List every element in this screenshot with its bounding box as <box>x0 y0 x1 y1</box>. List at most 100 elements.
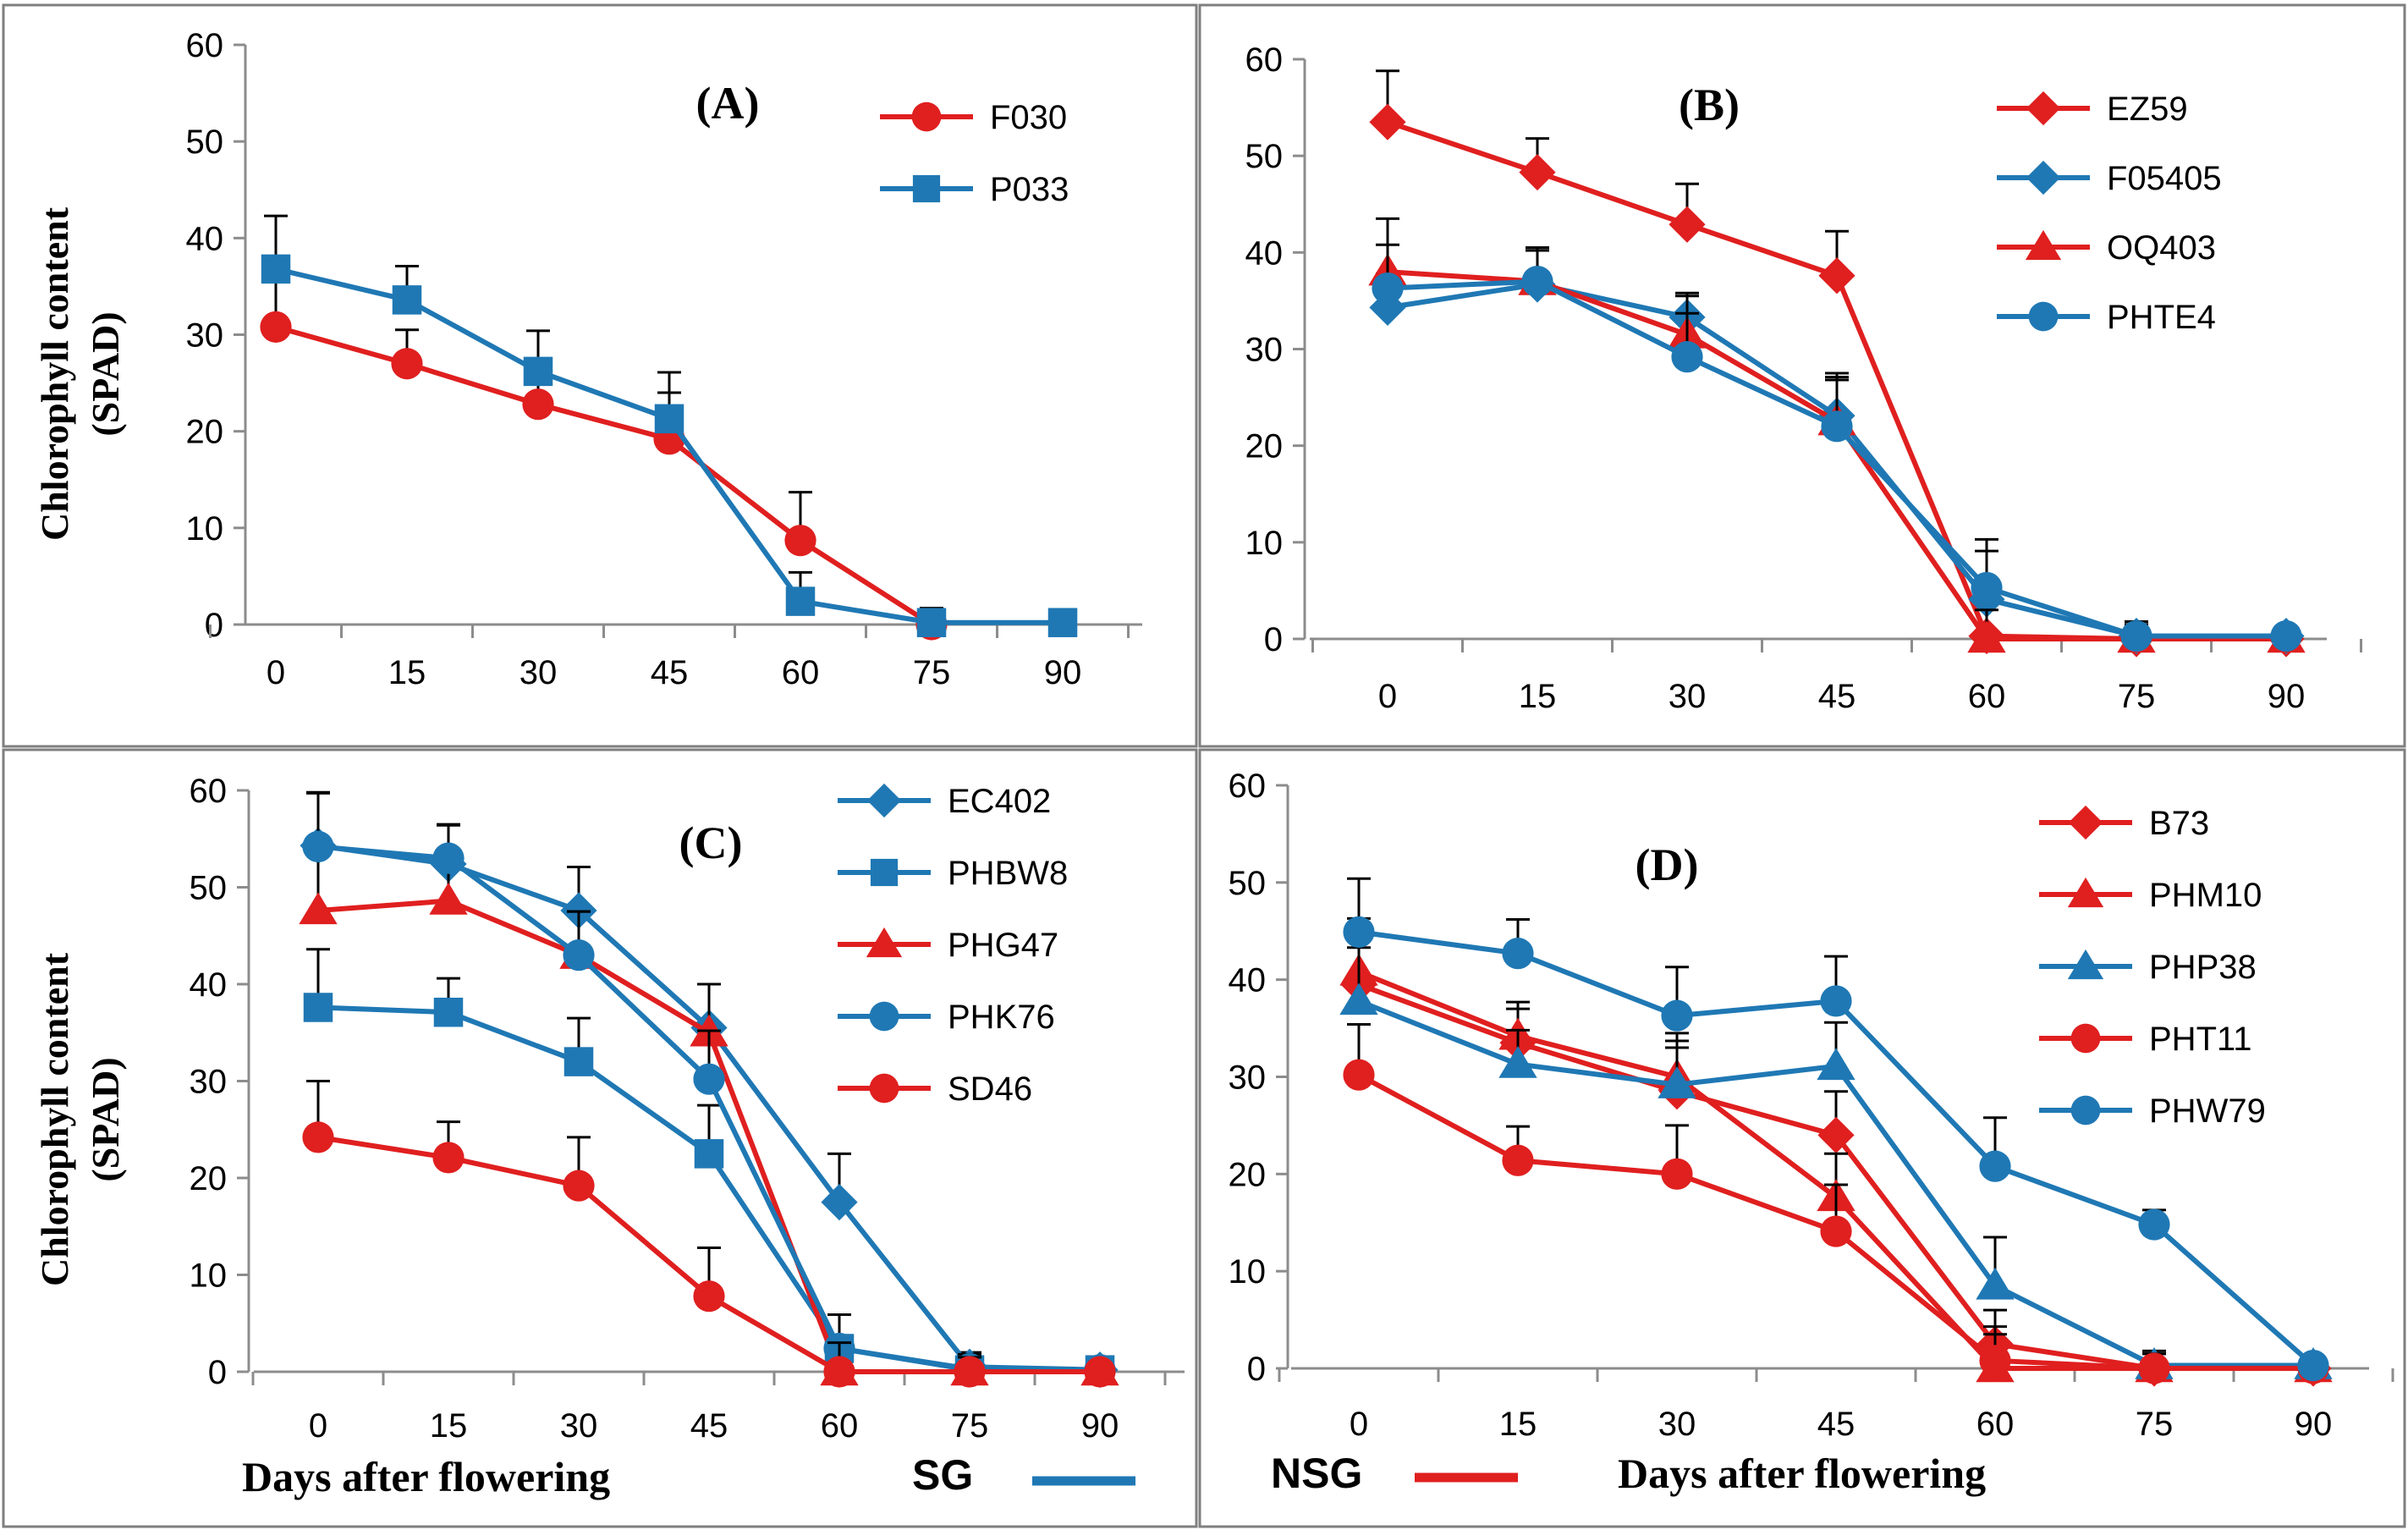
legend-marker <box>869 1073 899 1103</box>
x-tick-label: 0 <box>1378 678 1397 715</box>
data-point <box>1658 1066 1696 1098</box>
data-point <box>1979 1345 2011 1377</box>
y-tick-label: 50 <box>1245 138 1284 175</box>
data-point <box>432 842 465 874</box>
data-point <box>2138 1208 2170 1241</box>
data-point <box>391 348 423 380</box>
data-point <box>261 254 291 284</box>
legend-label: PHG47 <box>948 927 1058 964</box>
y-tick-label: 0 <box>1264 621 1283 658</box>
x-tick-label: 75 <box>913 654 951 691</box>
x-tick-label: 30 <box>1669 678 1707 715</box>
data-point <box>1820 985 1852 1017</box>
series-ez59 <box>1369 69 2305 658</box>
y-tick-label: 60 <box>186 27 224 64</box>
data-point <box>1047 608 1078 637</box>
y-tick-label: 30 <box>186 317 224 355</box>
data-point <box>1369 103 1406 140</box>
panel-b: 0 10 20 30 40 50 60 0 15 30 45 60 75 90 (B) EZ59 F05405 O… <box>1245 41 2362 715</box>
y-tick-label: 10 <box>1229 1253 1267 1291</box>
data-point <box>1372 272 1404 305</box>
legend-label: EC402 <box>948 783 1051 820</box>
panel-a-frame <box>2 3 1198 748</box>
panel-d-frame <box>1198 748 2406 1528</box>
data-point <box>1502 938 1534 970</box>
panel-label: (D) <box>1636 839 1699 890</box>
x-tick-label: 45 <box>1817 1406 1855 1443</box>
data-point <box>654 404 684 434</box>
series-f030 <box>260 272 948 641</box>
data-point <box>1967 620 2006 653</box>
x-tick-label: 0 <box>1350 1406 1368 1443</box>
data-point <box>564 1047 594 1076</box>
data-point <box>1343 916 1375 948</box>
y-tick-label: 0 <box>1247 1351 1266 1388</box>
y-axis-unit-top: (SPAD) <box>84 311 127 436</box>
legend-label: F05405 <box>2107 160 2222 197</box>
sg-key-label: SG <box>912 1451 973 1499</box>
data-point <box>429 882 468 915</box>
series-line <box>275 324 933 627</box>
data-point <box>1084 1356 1116 1388</box>
data-point <box>784 525 816 557</box>
x-tick-label: 75 <box>951 1407 989 1445</box>
legend-label: PHP38 <box>2149 949 2257 986</box>
data-point <box>1369 289 1406 327</box>
y-tick-label: 0 <box>208 1354 227 1391</box>
legend-marker <box>2025 229 2062 261</box>
x-tick-label: 90 <box>1044 654 1082 691</box>
data-point <box>433 997 464 1027</box>
y-tick-label: 60 <box>1229 768 1267 805</box>
legend-marker <box>870 858 899 887</box>
data-point <box>302 1121 334 1153</box>
data-point <box>1821 410 1853 443</box>
legend-label: PHTE4 <box>2107 299 2216 336</box>
legend-label: SD46 <box>948 1070 1032 1108</box>
series-sd46 <box>302 1080 1116 1388</box>
data-point <box>302 830 334 863</box>
x-tick-label: 75 <box>2118 678 2156 715</box>
legend-marker <box>2067 949 2104 980</box>
data-point <box>1971 571 2003 604</box>
data-point <box>392 285 422 315</box>
data-point <box>522 388 554 421</box>
legend-label: PHBW8 <box>948 855 1068 892</box>
legend-label: PHK76 <box>948 999 1055 1036</box>
x-tick-label: 0 <box>309 1407 327 1445</box>
x-axis-title-left: Days after flowering <box>242 1453 610 1500</box>
x-tick-label: 60 <box>1976 1406 2015 1443</box>
data-point <box>821 1184 858 1221</box>
data-point <box>563 939 595 971</box>
x-tick-label: 60 <box>821 1407 859 1445</box>
legend-marker <box>2070 1023 2101 1054</box>
y-tick-label: 30 <box>190 1064 228 1101</box>
data-point <box>694 1139 724 1169</box>
legend-label: EZ59 <box>2107 91 2188 128</box>
data-point <box>785 586 816 616</box>
series-p033 <box>261 214 1078 637</box>
y-tick-label: 20 <box>1245 428 1284 465</box>
panel-a: 0 10 20 30 40 50 60 0 15 30 45 60 75 90 (A) F030 P033 <box>186 27 1142 691</box>
data-point <box>1661 1158 1693 1190</box>
legend-marker <box>866 783 902 818</box>
y-tick-label: 40 <box>186 220 224 257</box>
data-point <box>1339 982 1378 1015</box>
data-point <box>1818 257 1855 294</box>
data-point <box>1817 1048 1855 1081</box>
x-tick-label: 90 <box>2295 1406 2333 1443</box>
y-tick-label: 50 <box>1229 865 1267 902</box>
legend-marker <box>2070 1095 2101 1125</box>
panel-d: 0 10 20 30 40 50 60 0 15 30 45 60 75 90 (D) B73 PHM10 PHP… <box>1229 768 2394 1443</box>
legend-label: F030 <box>990 99 1067 136</box>
data-point <box>1521 265 1553 298</box>
legend-marker <box>2026 91 2061 126</box>
series-line <box>1387 282 2286 639</box>
legend-marker <box>2067 877 2104 908</box>
y-tick-label: 40 <box>1229 962 1267 999</box>
data-point <box>954 1356 986 1388</box>
y-axis-title-bottom: Chlorophyll content <box>33 952 76 1286</box>
data-point <box>260 311 292 343</box>
legend-label: P033 <box>990 171 1069 208</box>
data-point <box>2297 1349 2329 1382</box>
data-point <box>2270 619 2302 652</box>
